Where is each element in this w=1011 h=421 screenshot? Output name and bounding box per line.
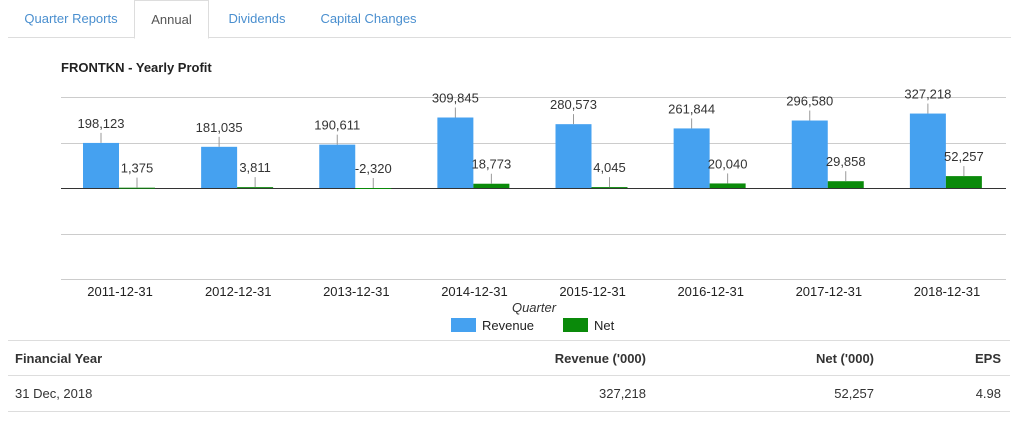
- data-label-revenue-4: 280,573: [550, 97, 597, 112]
- bar-revenue-2: [319, 144, 356, 188]
- cell-financial-year: 31 Dec, 2018: [15, 386, 93, 401]
- bar-net-1: [237, 187, 274, 189]
- legend-swatch-net: [563, 318, 588, 332]
- bar-revenue-0: [83, 142, 119, 188]
- data-label-net-4: 4,045: [593, 160, 626, 175]
- data-label-net-6: 29,858: [826, 154, 866, 169]
- header-financial-year: Financial Year: [15, 351, 103, 366]
- bar-net-5: [709, 183, 746, 188]
- x-tick-label: 2015-12-31: [559, 284, 626, 299]
- tab-annual[interactable]: Annual: [134, 0, 209, 39]
- bar-net-7: [945, 176, 982, 188]
- data-label-net-2: -2,320: [355, 161, 392, 176]
- legend-label-revenue: Revenue: [482, 318, 534, 333]
- bar-revenue-4: [555, 124, 592, 188]
- data-label-net-1: 3,811: [239, 160, 271, 175]
- data-label-revenue-3: 309,845: [432, 91, 479, 106]
- header-net: Net ('000): [816, 351, 874, 366]
- header-eps: EPS: [974, 351, 1001, 366]
- bar-revenue-7: [909, 113, 946, 188]
- x-tick-label: 2018-12-31: [914, 284, 981, 299]
- bar-net-4: [591, 187, 628, 189]
- tab-capital-changes[interactable]: Capital Changes: [320, 11, 417, 26]
- tab-dividends[interactable]: Dividends: [228, 11, 286, 26]
- data-label-revenue-0: 198,123: [78, 116, 125, 131]
- bar-revenue-1: [201, 146, 238, 188]
- bar-revenue-5: [673, 128, 710, 188]
- data-label-revenue-1: 181,035: [196, 120, 243, 135]
- data-label-net-0: 1,375: [121, 161, 154, 176]
- cell-eps: 4.98: [975, 386, 1001, 401]
- legend-swatch-revenue: [451, 318, 476, 332]
- bar-revenue-6: [791, 120, 828, 188]
- cell-net: 52,257: [834, 386, 874, 401]
- legend-label-net: Net: [594, 318, 615, 333]
- x-tick-label: 2013-12-31: [323, 284, 390, 299]
- data-label-revenue-7: 327,218: [904, 87, 951, 102]
- yearly-profit-chart: 198,123 1,375 2011-12-31 181,035 3,811 2012-1…: [61, 87, 1006, 333]
- table-row: 31 Dec, 2018 327,218 52,257 4.98: [8, 376, 1010, 412]
- data-label-net-5: 20,040: [708, 156, 748, 171]
- bar-revenue-3: [437, 117, 474, 188]
- chart-title: FRONTKN - Yearly Profit: [61, 60, 212, 75]
- tab-quarter-reports[interactable]: Quarter Reports: [24, 11, 118, 26]
- x-tick-label: 2016-12-31: [677, 284, 744, 299]
- x-tick-label: 2014-12-31: [441, 284, 508, 299]
- table-header-row: Financial Year Revenue ('000) Net ('000)…: [8, 340, 1010, 376]
- x-axis-title: Quarter: [512, 300, 557, 315]
- bar-net-0: [119, 187, 155, 189]
- bar-net-6: [827, 181, 864, 188]
- bar-net-3: [473, 183, 510, 188]
- header-revenue: Revenue ('000): [554, 351, 646, 366]
- x-tick-label: 2011-12-31: [87, 284, 153, 299]
- data-label-revenue-6: 296,580: [786, 94, 833, 109]
- x-tick-label: 2012-12-31: [205, 284, 272, 299]
- data-label-net-7: 52,257: [944, 149, 984, 164]
- data-label-revenue-2: 190,611: [314, 118, 360, 133]
- report-tabs: Quarter Reports Annual Dividends Capital…: [8, 0, 1011, 39]
- x-tick-label: 2017-12-31: [796, 284, 863, 299]
- cell-revenue: 327,218: [599, 386, 646, 401]
- data-label-net-3: 18,773: [471, 157, 511, 172]
- data-label-revenue-5: 261,844: [668, 101, 715, 116]
- bar-net-2: [355, 188, 392, 189]
